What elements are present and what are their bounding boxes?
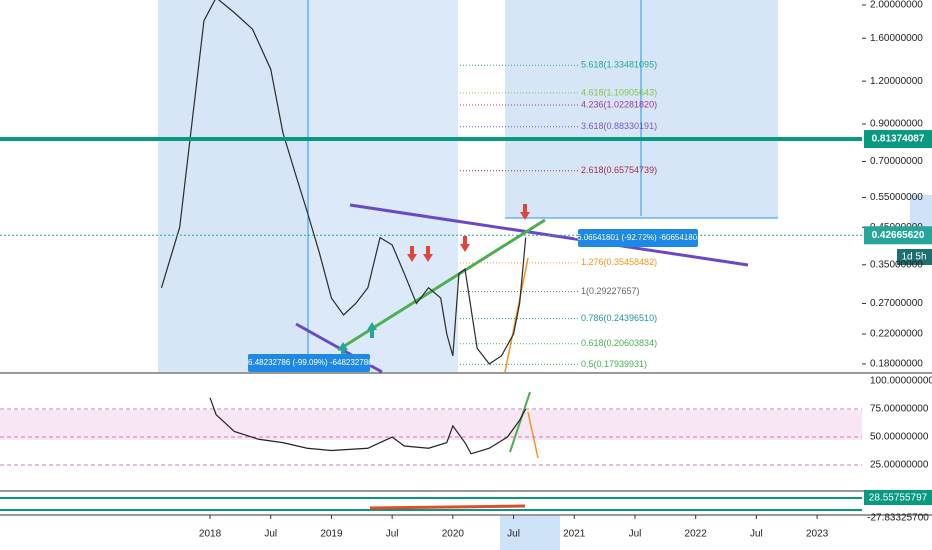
- osc-divergence: [369, 504, 526, 510]
- measure-label: -6.48232786 (-99.09%) -648232786: [245, 358, 373, 367]
- x-tick-label: 2020: [442, 529, 465, 540]
- y-tick-label: 0.70000000: [870, 156, 923, 167]
- rsi-trend: [509, 391, 531, 453]
- fib-label: 1.276(0.35458482): [581, 257, 657, 267]
- y-tick-label: 1.20000000: [870, 76, 923, 87]
- price-line: [160, 0, 527, 365]
- x-tick-label: Jul: [264, 529, 277, 540]
- fib-label: 5.618(1.33481095): [581, 60, 657, 70]
- x-tick-label: 2022: [685, 529, 708, 540]
- signal-arrow: [367, 322, 377, 338]
- fib-label: 0.786(0.24396510): [581, 313, 657, 323]
- range-highlight: [308, 0, 458, 372]
- measure-label: -6.06541801 (-92.72%) -606541801: [574, 233, 702, 242]
- y-tick-label: 0.35000000: [870, 259, 923, 270]
- y-tick-label: 0.55000000: [870, 192, 923, 203]
- y-tick-label: 100.00000000: [870, 376, 932, 387]
- rsi-band: [0, 410, 862, 440]
- rsi-projection: [527, 411, 539, 459]
- osc-tag: [864, 490, 932, 505]
- fib-label: 1(0.29227657): [581, 286, 640, 296]
- rsi-line: [209, 397, 527, 455]
- x-tick-label: 2018: [199, 529, 222, 540]
- price-tag: [864, 130, 932, 149]
- x-tick-label: 2019: [320, 529, 343, 540]
- fib-label: 3.618(0.88330191): [581, 121, 657, 131]
- price-pane: 5.618(1.33481095) 4.618(1.10905643) 4.236(…: [160, 0, 657, 369]
- signal-arrow: [338, 342, 348, 358]
- price-tag-label: 0.42665620: [872, 230, 925, 241]
- axis-highlight: [910, 195, 932, 230]
- time-highlight: [500, 516, 560, 550]
- fib-label: 2.618(0.65754739): [581, 165, 657, 175]
- fib-label: 0.618(0.20603834): [581, 338, 657, 348]
- y-tick-label: 2.00000000: [870, 0, 923, 11]
- countdown-box: [897, 249, 932, 265]
- y-tick-label: 75.00000000: [870, 404, 929, 415]
- range-highlight: [158, 0, 308, 372]
- measure-box: [578, 229, 698, 247]
- fib-label: 0.5(0.17939931): [581, 359, 647, 369]
- y-tick-label: 0.22000000: [870, 329, 923, 340]
- x-tick-label: Jul: [629, 529, 642, 540]
- osc-tag-label: -27.83325700: [867, 513, 929, 524]
- y-tick-label: 1.60000000: [870, 33, 923, 44]
- x-tick-label: Jul: [750, 529, 763, 540]
- y-tick-label: 50.00000000: [870, 432, 929, 443]
- x-tick-label: 2023: [806, 529, 829, 540]
- measure-box: [248, 354, 370, 372]
- price-tag: [864, 226, 932, 245]
- y-tick-label: 25.00000000: [870, 460, 929, 471]
- x-tick-label: Jul: [386, 529, 399, 540]
- signal-arrows: [407, 204, 530, 262]
- fib-label: 4.236(1.02281820): [581, 99, 657, 109]
- y-tick-label: 0.18000000: [870, 359, 923, 370]
- x-tick-label: Jul: [507, 529, 520, 540]
- y-tick-label: 0.90000000: [870, 119, 923, 130]
- y-tick-label: 0.27000000: [870, 298, 923, 309]
- rsi-pane: [209, 397, 527, 455]
- fib-label: 4.618(1.10905643): [581, 87, 657, 97]
- countdown: 1d 5h: [901, 252, 926, 263]
- projection-path: [504, 257, 529, 373]
- price-tag-label: 0.81374087: [872, 134, 925, 145]
- x-tick-label: 2021: [563, 529, 586, 540]
- osc-tag-label: 28.55755797: [869, 493, 928, 504]
